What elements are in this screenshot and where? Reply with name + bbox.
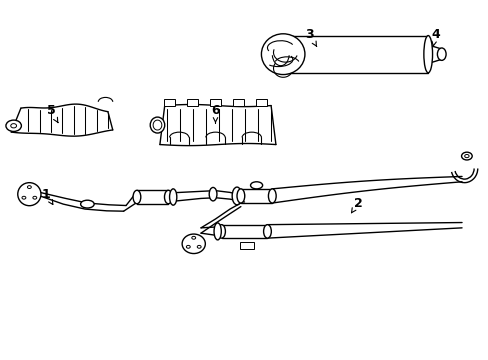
Polygon shape — [160, 104, 275, 145]
Text: 1: 1 — [42, 188, 53, 204]
Bar — [239, 242, 254, 249]
Ellipse shape — [81, 200, 94, 208]
Ellipse shape — [461, 152, 471, 160]
Ellipse shape — [214, 223, 221, 240]
Bar — [163, 99, 175, 105]
Text: 4: 4 — [430, 28, 439, 47]
Bar — [186, 99, 198, 105]
Ellipse shape — [268, 189, 276, 203]
Ellipse shape — [6, 120, 21, 131]
Ellipse shape — [150, 117, 164, 133]
Bar — [255, 99, 266, 105]
Text: 6: 6 — [211, 104, 220, 123]
Ellipse shape — [423, 36, 432, 73]
Ellipse shape — [263, 225, 271, 238]
Ellipse shape — [169, 189, 177, 205]
Ellipse shape — [261, 34, 305, 75]
Text: 5: 5 — [47, 104, 58, 123]
Ellipse shape — [217, 225, 225, 238]
Ellipse shape — [436, 48, 445, 60]
Ellipse shape — [237, 189, 244, 203]
Bar — [209, 99, 221, 105]
Ellipse shape — [209, 188, 217, 201]
Ellipse shape — [18, 183, 41, 206]
Polygon shape — [11, 104, 113, 136]
Ellipse shape — [133, 190, 141, 204]
Ellipse shape — [250, 182, 262, 189]
Text: 3: 3 — [305, 28, 316, 46]
Ellipse shape — [164, 190, 172, 204]
Text: 2: 2 — [351, 197, 362, 213]
Ellipse shape — [182, 234, 205, 253]
Ellipse shape — [232, 187, 242, 205]
Bar — [232, 99, 244, 105]
